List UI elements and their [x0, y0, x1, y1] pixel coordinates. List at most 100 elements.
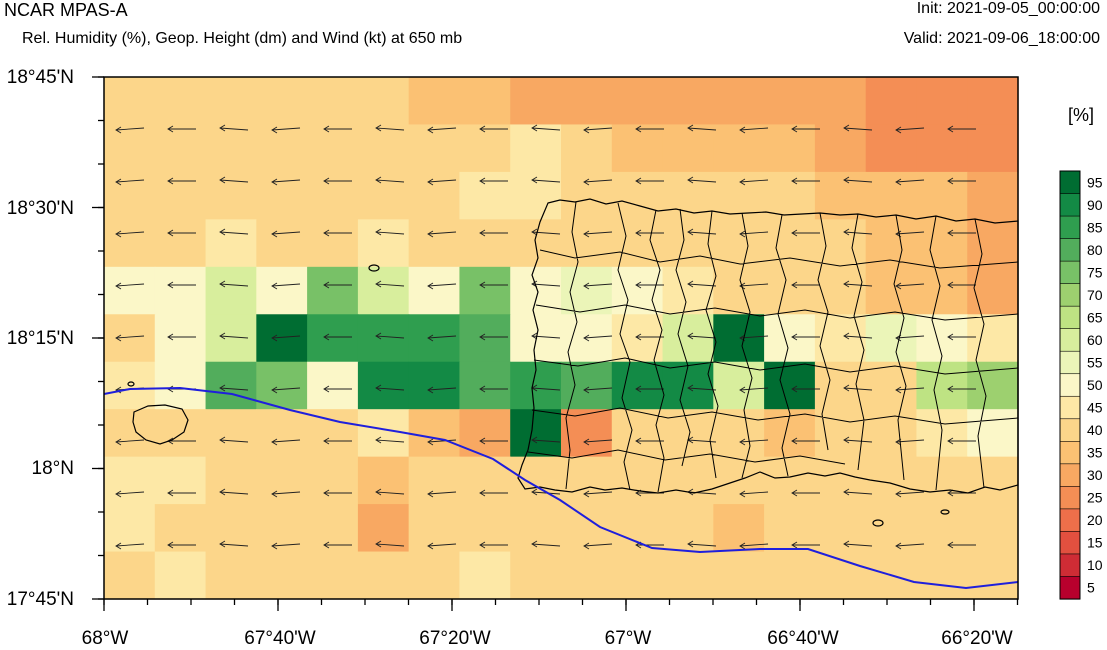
humidity-cell — [104, 504, 156, 553]
humidity-cell — [104, 551, 156, 600]
wind-arrow — [739, 178, 769, 186]
wind-arrow — [479, 385, 508, 393]
humidity-cell — [814, 77, 867, 126]
humidity-cell — [764, 266, 816, 315]
humidity-cell — [256, 409, 308, 458]
humidity-cell — [357, 409, 410, 458]
colorbar-swatch — [1059, 215, 1081, 240]
wind-arrow — [115, 282, 145, 290]
wind-arrow — [219, 384, 249, 392]
colorbar-tick-label: 80 — [1087, 242, 1103, 258]
humidity-cell — [916, 456, 968, 505]
colorbar-tick-label: 20 — [1087, 512, 1103, 528]
lon-label: 68°W — [81, 628, 129, 649]
humidity-cell — [865, 361, 918, 410]
wind-arrow — [479, 177, 508, 185]
wind-arrow — [115, 490, 145, 498]
humidity-cell — [814, 314, 867, 363]
humidity-cell — [561, 124, 613, 173]
humidity-cell — [104, 314, 156, 363]
humidity-cell — [459, 409, 511, 458]
humidity-cell — [713, 456, 765, 505]
humidity-cell — [357, 219, 410, 268]
humidity-cell — [916, 219, 968, 268]
lon-label: 66°40'W — [767, 628, 839, 649]
humidity-cell — [561, 409, 613, 458]
humidity-cell — [814, 504, 867, 553]
caja-de-muertos-island — [872, 519, 884, 527]
wind-arrow — [583, 230, 613, 238]
wind-arrow — [115, 230, 145, 238]
humidity-cell — [865, 77, 918, 126]
humidity-cell — [459, 266, 511, 315]
humidity-cell — [104, 124, 156, 173]
wind-arrow — [739, 542, 769, 550]
humidity-cell — [916, 361, 968, 410]
humidity-cell — [764, 219, 816, 268]
wind-arrow — [271, 178, 301, 186]
humidity-cell — [814, 456, 867, 505]
humidity-cell — [104, 219, 156, 268]
humidity-cell — [357, 266, 410, 315]
colorbar-tick-label: 40 — [1087, 422, 1103, 438]
colorbar-tick-label: 65 — [1087, 309, 1103, 325]
colorbar-swatch — [1059, 441, 1081, 465]
colorbar-swatch — [1059, 193, 1081, 217]
humidity-cell — [459, 124, 511, 173]
wind-arrow — [843, 436, 873, 444]
lat-label: 17°45'N — [6, 589, 74, 610]
wind-arrow — [479, 125, 508, 133]
humidity-cell — [611, 219, 664, 268]
humidity-cell — [865, 314, 918, 363]
wind-arrow — [947, 281, 976, 289]
wind-arrow — [479, 333, 508, 341]
humidity-cell — [307, 456, 359, 505]
lat-label: 18°N — [31, 458, 74, 479]
humidity-cell — [154, 124, 207, 173]
humidity-cell — [662, 77, 714, 126]
humidity-cell — [764, 77, 816, 126]
humidity-cell — [408, 504, 461, 553]
colorbar-swatch — [1059, 283, 1081, 307]
humidity-cell — [662, 124, 714, 173]
colorbar-tick-label: 75 — [1087, 264, 1103, 280]
wind-arrow — [219, 332, 249, 340]
lat-label: 18°30'N — [6, 198, 74, 219]
colorbar-tick-label: 30 — [1087, 467, 1103, 483]
wind-arrow — [583, 438, 613, 446]
wind-arrow — [219, 280, 249, 288]
wind-arrow — [843, 540, 873, 548]
colorbar-tick-label: 25 — [1087, 490, 1103, 506]
wind-barbs — [115, 124, 976, 550]
wind-arrow — [271, 490, 301, 498]
wind-arrow — [427, 438, 457, 446]
humidity-cell — [408, 361, 461, 410]
wind-arrow — [115, 178, 145, 186]
humidity-cell — [713, 219, 765, 268]
humidity-cell — [357, 171, 410, 220]
colorbar-tick-label: 55 — [1087, 354, 1103, 370]
humidity-cell — [459, 219, 511, 268]
wind-arrow — [167, 333, 196, 341]
wind-arrow — [427, 230, 457, 238]
wind-arrow — [219, 436, 249, 444]
humidity-cell — [510, 124, 562, 173]
lon-label: 67°20'W — [419, 628, 491, 649]
wind-arrow — [947, 125, 976, 133]
wind-arrow — [635, 281, 664, 289]
humidity-cell — [611, 551, 664, 600]
wind-arrow — [635, 229, 664, 237]
humidity-cell — [865, 409, 918, 458]
wind-arrow — [271, 542, 301, 550]
wind-arrow — [739, 438, 769, 446]
humidity-cell — [814, 171, 867, 220]
humidity-cell — [764, 171, 816, 220]
humidity-cell — [662, 409, 714, 458]
humidity-cell — [459, 504, 511, 553]
humidity-cell — [154, 456, 207, 505]
lat-label: 18°15'N — [6, 328, 74, 349]
small-islet — [940, 509, 950, 515]
humidity-cell — [205, 266, 257, 315]
wind-arrow — [375, 488, 405, 496]
humidity-cell — [764, 504, 816, 553]
